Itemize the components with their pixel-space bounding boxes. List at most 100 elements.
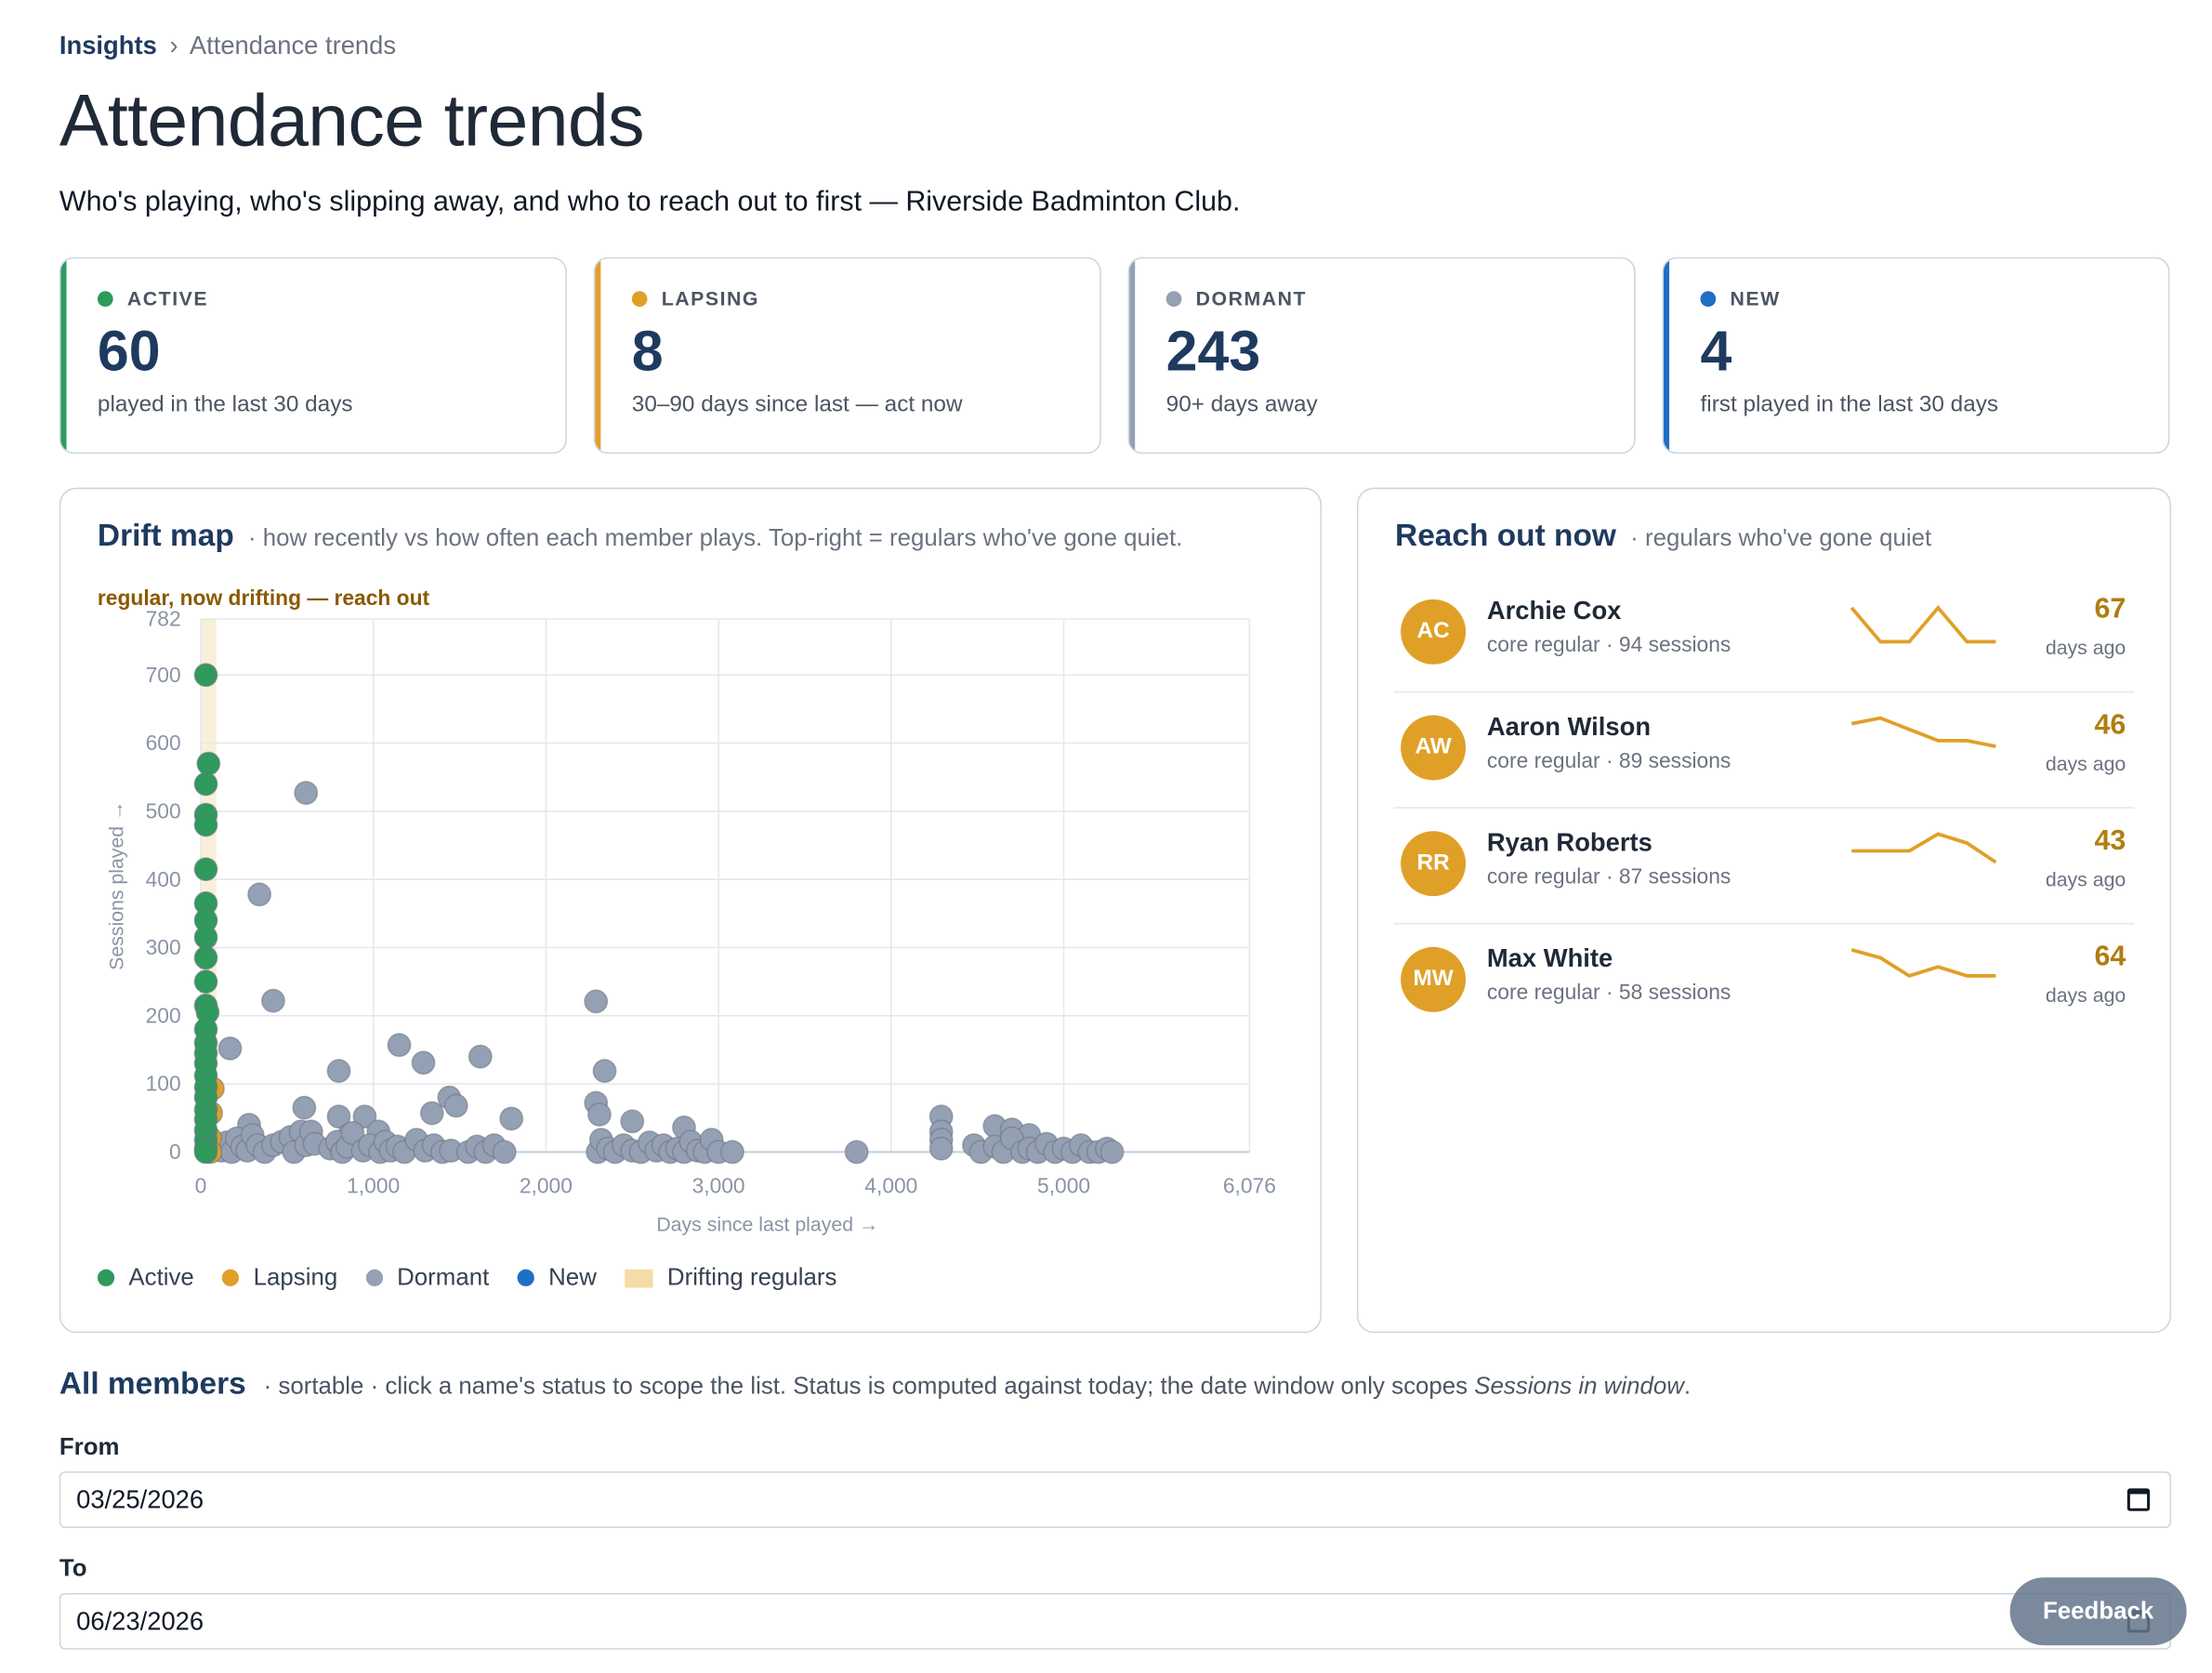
feedback-button[interactable]: Feedback [2009, 1577, 2187, 1646]
kpi-value: 243 [1165, 321, 1261, 384]
scatter-point-dormant [844, 1139, 869, 1165]
to-date-input[interactable]: 06/23/2026 [59, 1592, 2171, 1650]
reach-out-row[interactable]: MW Max White core regular · 58 sessions … [1394, 925, 2135, 1041]
legend-item-new[interactable]: New [517, 1263, 597, 1292]
scatter-point-active [193, 925, 218, 950]
calendar-icon[interactable] [2126, 1488, 2151, 1511]
page-subtitle: Who's playing, who's slipping away, and … [59, 186, 1241, 218]
legend-item-dormant[interactable]: Dormant [365, 1263, 490, 1292]
legend-label: Drifting regulars [666, 1263, 837, 1291]
legend-item-drifting[interactable]: Drifting regulars [625, 1264, 836, 1292]
kpi-card-new[interactable]: NEW 4 first played in the last 30 days [1662, 257, 2170, 454]
reach-out-row[interactable]: RR Ryan Roberts core regular · 87 sessio… [1393, 809, 2135, 925]
scatter-point-dormant [592, 1059, 617, 1084]
reach-out-title: Reach out now [1395, 517, 1616, 553]
y-tick-label: 200 [146, 1003, 181, 1027]
sparkline [1850, 605, 1996, 644]
status-dot-icon [1165, 290, 1182, 307]
scatter-point-dormant [247, 882, 272, 907]
member-name[interactable]: Aaron Wilson [1486, 712, 1652, 741]
reach-out-note: · regulars who've gone quiet [1630, 524, 1932, 552]
scatter-point-active [193, 812, 218, 837]
reach-out-row[interactable]: AC Archie Cox core regular · 94 sessions… [1393, 576, 2135, 693]
breadcrumb: Insights › Attendance trends [59, 31, 396, 60]
note-text: · sortable · click a name's status to sc… [263, 1372, 1468, 1400]
scatter-point-dormant [467, 1044, 493, 1069]
note-emphasis: Sessions in window [1474, 1372, 1684, 1400]
y-tick-label: 300 [146, 935, 181, 959]
scatter-point-dormant [261, 988, 285, 1013]
drifting-band-label: regular, now drifting — reach out [98, 586, 430, 610]
breadcrumb-insights-link[interactable]: Insights [59, 31, 157, 59]
scatter-point-active [193, 771, 218, 797]
legend-label: New [548, 1263, 597, 1291]
scatter-point-dormant [411, 1050, 436, 1075]
avatar: MW [1401, 946, 1467, 1012]
reach-out-row[interactable]: AW Aaron Wilson core regular · 89 sessio… [1393, 692, 2135, 809]
days-ago-label: days ago [2045, 752, 2126, 775]
legend-item-lapsing[interactable]: Lapsing [222, 1264, 337, 1292]
y-tick-label: 500 [146, 798, 181, 823]
y-tick-label: 782 [146, 607, 181, 631]
to-label: To [59, 1554, 87, 1582]
scatter-point-dormant [492, 1139, 517, 1165]
scatter-point-dormant [928, 1136, 954, 1161]
scatter-point-dormant [620, 1109, 645, 1134]
member-meta: core regular · 87 sessions [1486, 864, 1731, 889]
from-label: From [59, 1433, 120, 1460]
scatter-point-dormant [584, 989, 609, 1014]
kpi-value: 60 [97, 321, 161, 384]
avatar: AW [1401, 715, 1467, 781]
member-name[interactable]: Max White [1486, 943, 1613, 973]
scatter-point-dormant [294, 781, 319, 805]
kpi-card-lapsing[interactable]: LAPSING 8 30–90 days since last — act no… [593, 257, 1101, 454]
legend-label: Active [128, 1263, 194, 1291]
kpi-card-dormant[interactable]: DORMANT 243 90+ days away [1127, 257, 1636, 454]
kpi-stripe [60, 258, 67, 453]
scatter-point-dormant [1099, 1139, 1125, 1165]
member-name[interactable]: Ryan Roberts [1486, 828, 1652, 857]
all-members-title: All members [59, 1365, 246, 1402]
kpi-label: LAPSING [661, 286, 760, 310]
scatter-point-active [193, 969, 218, 995]
to-date-value: 06/23/2026 [76, 1606, 204, 1635]
scatter-point-dormant [352, 1104, 377, 1129]
legend-dot-icon [97, 1269, 115, 1286]
sparkline-path [1850, 716, 1996, 748]
scatter-point-active [193, 857, 218, 882]
from-date-input[interactable]: 03/25/2026 [59, 1471, 2171, 1528]
member-name[interactable]: Archie Cox [1486, 596, 1622, 626]
kpi-label: ACTIVE [126, 286, 209, 310]
legend-label: Dormant [397, 1263, 490, 1291]
page-title: Attendance trends [59, 80, 645, 163]
scatter-point-active [193, 1139, 218, 1165]
x-tick-label: 3,000 [692, 1174, 745, 1198]
y-axis-title: Sessions played → [105, 801, 127, 970]
sparkline [1850, 948, 1996, 979]
drift-map-card: Drift map · how recently vs how often eac… [59, 487, 1322, 1334]
y-tick-label: 600 [146, 731, 181, 755]
kpi-stripe [1129, 258, 1136, 453]
member-meta: core regular · 94 sessions [1486, 633, 1731, 658]
x-axis-title: Days since last played → [656, 1214, 878, 1236]
legend-dot-icon [222, 1269, 240, 1286]
note-suffix: . [1683, 1372, 1692, 1400]
member-meta: core regular · 58 sessions [1486, 981, 1731, 1006]
avatar: RR [1401, 831, 1467, 897]
scatter-point-dormant [217, 1036, 243, 1060]
kpi-card-active[interactable]: ACTIVE 60 played in the last 30 days [59, 257, 567, 454]
reach-out-list: AC Archie Cox core regular · 94 sessions… [1393, 576, 2135, 1041]
scatter-point-dormant [587, 1102, 612, 1127]
kpi-label: NEW [1730, 286, 1781, 310]
reach-out-card: Reach out now · regulars who've gone quie… [1356, 487, 2171, 1334]
breadcrumb-separator: › [169, 31, 178, 59]
scatter-point-active [193, 663, 218, 688]
days-ago-value: 43 [2094, 825, 2126, 857]
legend-item-active[interactable]: Active [97, 1263, 194, 1292]
avatar: AC [1401, 599, 1467, 665]
from-date-value: 03/25/2026 [76, 1484, 204, 1514]
kpi-stripe [595, 258, 601, 453]
kpi-value: 4 [1700, 321, 1732, 384]
x-tick-label: 0 [195, 1174, 207, 1198]
scatter-point-dormant [443, 1093, 468, 1118]
